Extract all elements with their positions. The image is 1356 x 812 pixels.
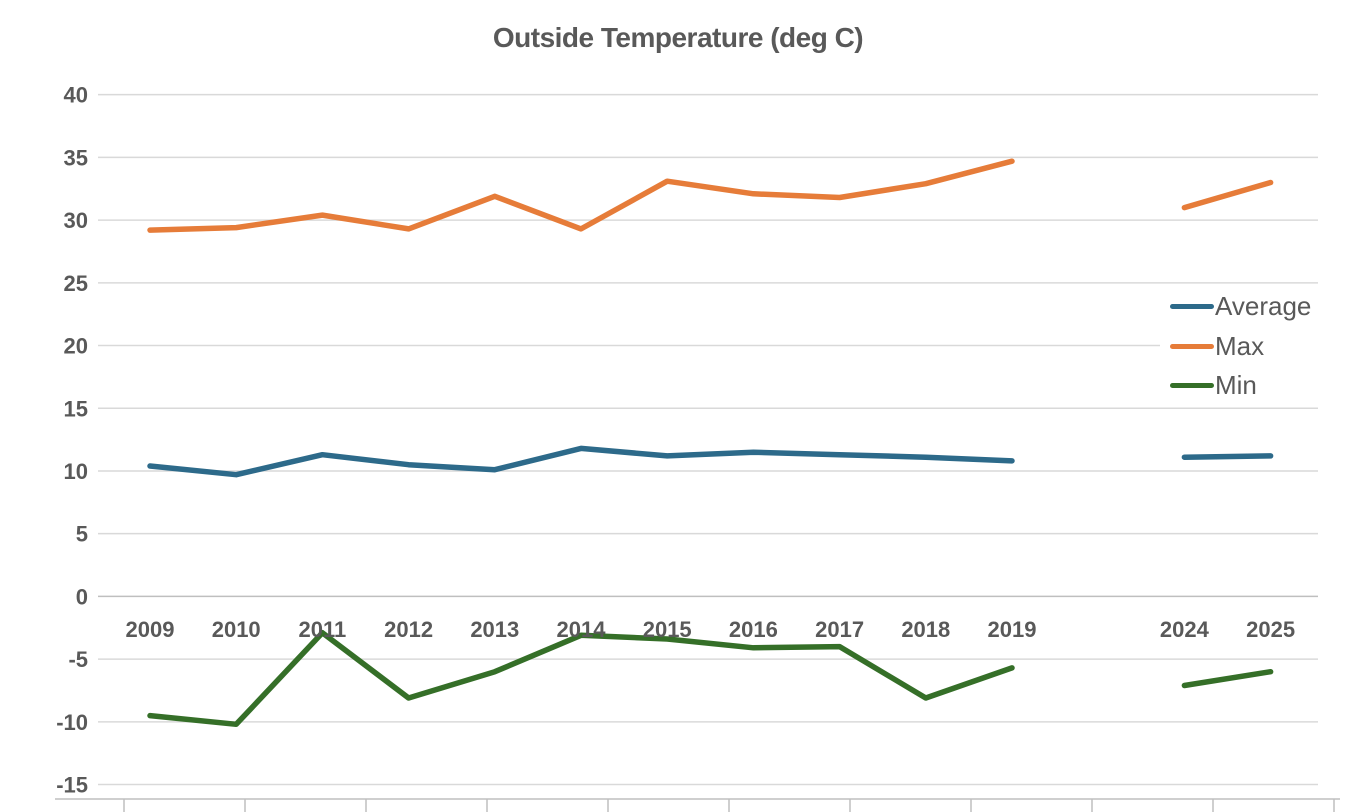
x-axis-label-2025: 2025: [1246, 617, 1295, 642]
chart-title: Outside Temperature (deg C): [492, 22, 864, 53]
series-line-max[interactable]: [1181, 179, 1274, 211]
x-axis-label-2017: 2017: [815, 617, 864, 642]
series-line-average[interactable]: [147, 445, 1015, 478]
legend-item-min[interactable]: Min: [1170, 369, 1257, 400]
y-axis-label-15: 15: [64, 396, 88, 421]
legend-label-average: Average: [1215, 290, 1312, 321]
legend-swatch-max: [1170, 343, 1214, 349]
x-axis-label-2012: 2012: [384, 617, 433, 642]
series-line-min[interactable]: [147, 630, 1015, 728]
series-line-max[interactable]: [147, 158, 1015, 233]
y-axis-label-40: 40: [64, 83, 88, 108]
x-axis-label-2011: 2011: [299, 617, 347, 642]
x-axis-label-2013: 2013: [470, 617, 519, 642]
legend-label-min: Min: [1215, 369, 1257, 400]
series-line-min[interactable]: [1181, 668, 1274, 689]
legend-swatch-min: [1170, 382, 1214, 388]
legend-item-max[interactable]: Max: [1170, 330, 1265, 361]
x-axis-label-2014: 2014: [557, 617, 607, 642]
y-axis-label-10: 10: [64, 459, 88, 484]
x-axis-label-2018: 2018: [901, 617, 950, 642]
series-line-average[interactable]: [1181, 453, 1274, 460]
y-axis-label-30: 30: [64, 208, 88, 233]
x-axis-label-2009: 2009: [126, 617, 175, 642]
y-axis-label-25: 25: [64, 271, 88, 296]
x-axis-label-2010: 2010: [212, 617, 261, 642]
y-axis-label-20: 20: [64, 334, 88, 359]
x-axis-label-2019: 2019: [988, 617, 1037, 642]
x-axis-label-2015: 2015: [643, 617, 692, 642]
x-axis-label-2024: 2024: [1160, 617, 1210, 642]
legend-item-average[interactable]: Average: [1170, 290, 1312, 321]
y-axis-label-35: 35: [64, 145, 88, 170]
y-axis-label-0: 0: [76, 584, 88, 609]
x-axis-label-2016: 2016: [729, 617, 778, 642]
legend-label-max: Max: [1215, 330, 1265, 361]
y-axis-label--5: -5: [68, 647, 88, 672]
y-axis-label--15: -15: [56, 773, 88, 798]
y-axis-label-5: 5: [76, 522, 88, 547]
chart-legend: Average Max Min: [1160, 288, 1330, 404]
y-axis-label--10: -10: [56, 710, 88, 735]
legend-swatch-average: [1170, 303, 1214, 309]
